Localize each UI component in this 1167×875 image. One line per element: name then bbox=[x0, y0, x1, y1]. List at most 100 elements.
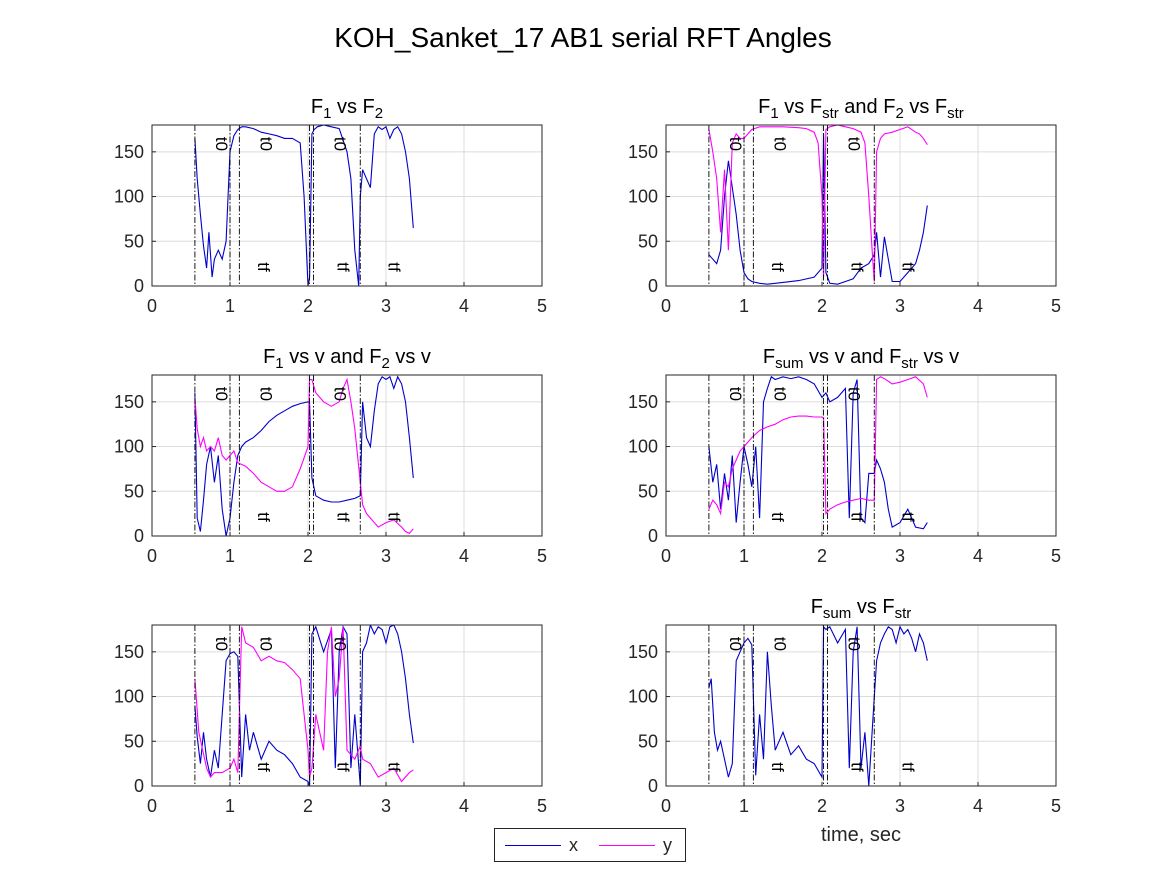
x-tick-label: 2 bbox=[817, 296, 827, 316]
event-label-t0: t0 bbox=[844, 137, 863, 151]
y-tick-label: 150 bbox=[628, 392, 658, 412]
x-tick-label: 0 bbox=[147, 296, 157, 316]
x-tick-label: 1 bbox=[225, 296, 235, 316]
y-tick-label: 150 bbox=[114, 142, 144, 162]
event-label-tf: tf bbox=[334, 262, 353, 272]
event-label-tf: tf bbox=[334, 762, 353, 772]
axes-box bbox=[151, 124, 543, 287]
x-tick-label: 4 bbox=[973, 296, 983, 316]
event-label-t0: t0 bbox=[212, 637, 231, 651]
x-tick-label: 3 bbox=[895, 546, 905, 566]
subplot-title: F1 vs v and F2 vs v bbox=[263, 346, 431, 372]
event-label-tf: tf bbox=[254, 262, 273, 272]
series-line-x bbox=[708, 375, 928, 530]
x-tick-label: 5 bbox=[537, 546, 547, 566]
event-label-tf: tf bbox=[898, 262, 917, 272]
y-tick-label: 100 bbox=[628, 187, 658, 207]
event-label-t0: t0 bbox=[256, 387, 275, 401]
x-tick-label: 4 bbox=[973, 796, 983, 816]
y-tick-label: 150 bbox=[628, 642, 658, 662]
x-tick-label: 2 bbox=[303, 796, 313, 816]
x-tick-label: 2 bbox=[303, 546, 313, 566]
event-label-t0: t0 bbox=[844, 637, 863, 651]
x-tick-label: 3 bbox=[895, 796, 905, 816]
x-tick-label: 5 bbox=[1051, 796, 1061, 816]
legend-line-x bbox=[505, 845, 561, 846]
axes-box bbox=[151, 374, 543, 537]
event-label-tf: tf bbox=[384, 262, 403, 272]
x-tick-label: 5 bbox=[537, 796, 547, 816]
event-label-t0: t0 bbox=[256, 637, 275, 651]
subplot-title: F1 vs Fstr and F2 vs Fstr bbox=[758, 96, 964, 122]
y-tick-label: 0 bbox=[648, 776, 658, 796]
y-tick-label: 50 bbox=[124, 231, 144, 251]
axes-box bbox=[151, 624, 543, 787]
event-label-t0: t0 bbox=[726, 637, 745, 651]
y-tick-label: 150 bbox=[628, 142, 658, 162]
event-label-t0: t0 bbox=[330, 387, 349, 401]
y-tick-label: 100 bbox=[628, 687, 658, 707]
y-tick-label: 0 bbox=[134, 776, 144, 796]
event-label-t0: t0 bbox=[212, 137, 231, 151]
event-label-t0: t0 bbox=[770, 137, 789, 151]
x-tick-label: 1 bbox=[739, 546, 749, 566]
subplot-title: Fsum vs v and Fstr vs v bbox=[763, 346, 959, 372]
event-label-t0: t0 bbox=[726, 137, 745, 151]
series-line-y bbox=[708, 376, 928, 516]
x-tick-label: 3 bbox=[381, 546, 391, 566]
x-tick-label: 4 bbox=[459, 296, 469, 316]
event-label-tf: tf bbox=[384, 762, 403, 772]
event-label-tf: tf bbox=[254, 512, 273, 522]
subplot-title: Fsum vs Fstr bbox=[811, 596, 912, 622]
axes-box bbox=[665, 374, 1057, 537]
y-tick-label: 50 bbox=[124, 731, 144, 751]
x-tick-label: 1 bbox=[739, 796, 749, 816]
event-label-tf: tf bbox=[898, 512, 917, 522]
event-label-tf: tf bbox=[334, 512, 353, 522]
series-line-y bbox=[194, 626, 414, 783]
y-tick-label: 150 bbox=[114, 642, 144, 662]
x-tick-label: 2 bbox=[817, 796, 827, 816]
event-label-t0: t0 bbox=[330, 637, 349, 651]
legend-label-y: y bbox=[663, 835, 672, 855]
y-tick-label: 0 bbox=[134, 526, 144, 546]
event-label-t0: t0 bbox=[726, 387, 745, 401]
event-label-t0: t0 bbox=[770, 637, 789, 651]
legend-line-y bbox=[599, 845, 655, 846]
series-line-x bbox=[194, 625, 414, 786]
x-tick-label: 3 bbox=[895, 296, 905, 316]
event-label-tf: tf bbox=[848, 262, 867, 272]
event-label-tf: tf bbox=[768, 762, 787, 772]
x-tick-label: 3 bbox=[381, 296, 391, 316]
event-label-tf: tf bbox=[768, 262, 787, 272]
legend-label-x: x bbox=[569, 835, 578, 855]
event-label-tf: tf bbox=[848, 512, 867, 522]
y-tick-label: 0 bbox=[648, 526, 658, 546]
x-tick-label: 4 bbox=[459, 546, 469, 566]
y-tick-label: 0 bbox=[648, 276, 658, 296]
x-tick-label: 3 bbox=[381, 796, 391, 816]
x-tick-label: 0 bbox=[661, 296, 671, 316]
event-label-t0: t0 bbox=[330, 137, 349, 151]
figure-title: KOH_Sanket_17 AB1 serial RFT Angles bbox=[334, 22, 832, 53]
x-tick-label: 4 bbox=[973, 546, 983, 566]
event-label-t0: t0 bbox=[256, 137, 275, 151]
x-tick-label: 1 bbox=[225, 796, 235, 816]
x-tick-label: 2 bbox=[303, 296, 313, 316]
event-label-tf: tf bbox=[898, 762, 917, 772]
event-label-tf: tf bbox=[384, 512, 403, 522]
y-tick-label: 50 bbox=[638, 231, 658, 251]
event-label-tf: tf bbox=[848, 762, 867, 772]
event-label-t0: t0 bbox=[844, 387, 863, 401]
axes-box bbox=[665, 624, 1057, 787]
x-tick-label: 0 bbox=[661, 546, 671, 566]
x-tick-label: 4 bbox=[459, 796, 469, 816]
legend: x y bbox=[494, 828, 686, 862]
series-line-y bbox=[194, 377, 414, 534]
x-tick-label: 5 bbox=[1051, 546, 1061, 566]
